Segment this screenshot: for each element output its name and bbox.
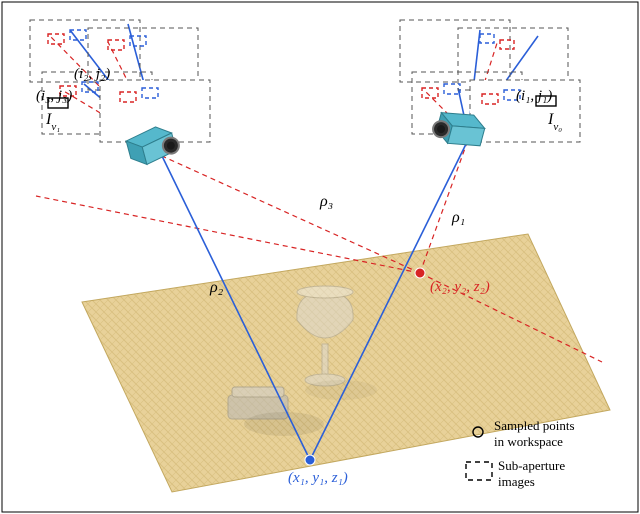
aperture-coord-label: (i₁, j₁) <box>516 88 552 104</box>
rho2-label: ρ₂ <box>209 279 224 296</box>
legend-label-1b: in workspace <box>494 434 563 449</box>
rho3-label: ρ₃ <box>319 193 333 210</box>
rho1-label: ρ₁ <box>451 209 465 226</box>
legend-label-2b: images <box>498 474 535 489</box>
legend-label-1a: Sampled points <box>494 418 575 433</box>
sampled-point-p2 <box>415 268 425 278</box>
aperture-coord-label: (i₂, j₂) <box>74 66 110 82</box>
sampled-point-p2-label: (x₂, y₂, z₂) <box>430 279 490 295</box>
sampled-point-p1-label: (x₁, y₁, z₁) <box>288 470 348 486</box>
legend-label-2a: Sub-aperture <box>498 458 565 473</box>
aperture-coord-label: (i₃, j₃) <box>36 88 72 104</box>
sampled-point-p1 <box>305 455 315 465</box>
